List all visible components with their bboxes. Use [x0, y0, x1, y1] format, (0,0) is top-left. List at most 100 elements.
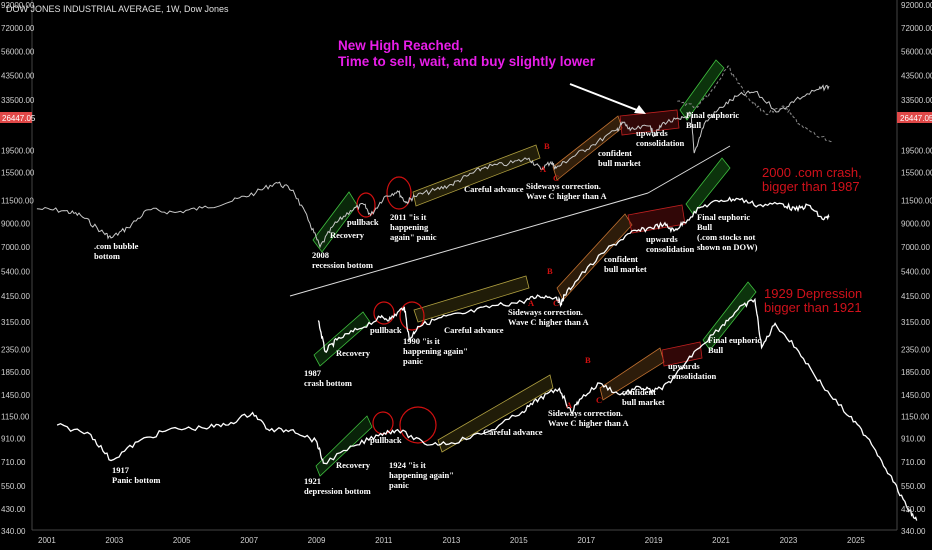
y-tick-left: 340.00: [1, 527, 26, 536]
annot-panic-1917: 1917 Panic bottom: [112, 465, 160, 485]
annot-recovery-top: Recovery: [330, 230, 365, 240]
price-tag-left: [0, 112, 32, 123]
channel-recovery-bot: [315, 415, 373, 477]
series-line-1: [317, 196, 830, 353]
annot-panic-2011: 2011 "is it happening again" panic: [390, 212, 437, 242]
y-tick-right: 7000.00: [901, 243, 930, 252]
x-tick-label: 2015: [510, 536, 528, 545]
x-axis: 2001 2003 2005 2007 2009 2011 2013 2015 2017 2019…: [38, 536, 865, 545]
series-line-0: [36, 84, 830, 249]
y-tick-left: 92000.00: [1, 1, 35, 10]
wave-b-bot: B: [585, 355, 591, 365]
annot-sideways-mid: Sideways correction. Wave C higher than A: [508, 307, 589, 327]
y-tick-right: 430.00: [901, 505, 926, 514]
y-tick-left: 15500.00: [1, 168, 35, 177]
y-tick-left: 19500.00: [1, 147, 35, 156]
x-tick-label: 2001: [38, 536, 56, 545]
annot-panic-1924: 1924 "is it happening again" panic: [389, 460, 454, 490]
forecast-line: [677, 65, 833, 143]
y-tick-right: 4150.00: [901, 292, 930, 301]
circle-panic-mid: [399, 301, 425, 331]
wave-a-mid: A: [528, 298, 535, 308]
x-tick-label: 2011: [375, 536, 393, 545]
annot-depression-1921: 1921 depression bottom: [304, 476, 371, 496]
annot-careful-bot: Careful advance: [483, 427, 543, 437]
y-tick-right: 15500.00: [901, 168, 932, 177]
wave-a-bot: A: [566, 400, 573, 410]
y-tick-right: 550.00: [901, 482, 926, 491]
annot-euphoric-bot: Final euphoric Bull: [708, 335, 761, 355]
circle-panic-top: [386, 176, 412, 210]
series-line-2: [56, 297, 918, 521]
y-tick-right: 11500.00: [901, 196, 932, 205]
annot-upwards-top: upwards consolidation: [636, 128, 684, 148]
y-tick-left: 2350.00: [1, 345, 30, 354]
y-tick-right: 19500.00: [901, 147, 932, 156]
annot-pullback-mid: pullback: [370, 325, 402, 335]
long-trendline-1: [289, 192, 649, 297]
y-tick-left: 430.00: [1, 505, 26, 514]
annot-sideways-top: Sideways correction. Wave C higher than A: [526, 181, 607, 201]
channel-euphoric-top: [679, 59, 725, 121]
annot-recovery-mid: Recovery: [336, 348, 371, 358]
annot-new-high: New High Reached, Time to sell, wait, and…: [338, 38, 596, 69]
wave-c-top: C: [553, 173, 559, 183]
y-tick-right: 9000.00: [901, 219, 930, 228]
annot-upwards-mid: upwards consolidation: [646, 234, 694, 254]
y-tick-left: 4150.00: [1, 292, 30, 301]
circle-pullback-mid: [373, 301, 395, 325]
long-trendline-2: [647, 145, 731, 194]
y-axis-right: 92000.00 72000.00 56000.00 43500.00 33500.00…: [901, 1, 932, 536]
annot-recovery-bot: Recovery: [336, 460, 371, 470]
channel-careful-bot: [437, 374, 554, 453]
y-tick-right: 92000.00: [901, 1, 932, 10]
y-tick-right: 43500.00: [901, 71, 932, 80]
y-tick-left: 56000.00: [1, 48, 35, 57]
channel-careful-top: [412, 144, 541, 207]
wave-c-mid: C: [553, 298, 559, 308]
channel-confident-bot: [599, 347, 665, 401]
x-tick-label: 2013: [443, 536, 461, 545]
annot-confident-top: confident bull market: [598, 148, 641, 168]
annotations: New High Reached, Time to sell, wait, and…: [94, 38, 862, 496]
channel-euphoric-bot: [702, 281, 757, 351]
y-tick-left: 1150.00: [1, 413, 30, 422]
y-tick-right: 72000.00: [901, 24, 932, 33]
price-tag-left-text: 26447.05: [2, 114, 36, 123]
channel-careful-mid: [413, 275, 530, 323]
y-tick-left: 910.00: [1, 435, 26, 444]
annot-confident-bot: confident bull market: [622, 387, 665, 407]
chart-title: DOW JONES INDUSTRIAL AVERAGE, 1W, Dow Jo…: [6, 4, 229, 14]
channel-upwards-bot: [661, 341, 703, 367]
x-tick-label: 2009: [308, 536, 326, 545]
y-tick-right: 1150.00: [901, 413, 930, 422]
y-tick-left: 9000.00: [1, 219, 30, 228]
wave-b-top: B: [544, 141, 550, 151]
y-tick-right: 5400.00: [901, 267, 930, 276]
y-tick-right: 1450.00: [901, 391, 930, 400]
y-tick-left: 7000.00: [1, 243, 30, 252]
y-tick-left: 550.00: [1, 482, 26, 491]
channel-recovery-mid: [313, 311, 371, 367]
price-tag-right-text: 26447.05: [900, 114, 932, 123]
annot-crash-2000: 2000 .com crash, bigger than 1987: [762, 165, 862, 194]
channel-euphoric-mid: [685, 157, 731, 215]
x-tick-label: 2003: [105, 536, 123, 545]
series-layer: [36, 65, 918, 521]
annot-careful-top: Careful advance: [464, 184, 524, 194]
y-tick-right: 3150.00: [901, 318, 930, 327]
annot-sideways-bot: Sideways correction. Wave C higher than A: [548, 408, 629, 428]
annot-upwards-bot: upwards consolidation: [668, 361, 716, 381]
y-tick-right: 910.00: [901, 435, 926, 444]
annot-recession-2008: 2008 recession bottom: [312, 250, 373, 270]
annot-panic-1990: 1990 "is it happening again" panic: [403, 336, 468, 366]
price-tag-right: [897, 112, 932, 123]
wave-b-mid: B: [547, 266, 553, 276]
y-tick-left: 710.00: [1, 458, 26, 467]
annot-depression-1929: 1929 Depression bigger than 1921: [764, 286, 862, 315]
annot-pullback-top: pullback: [347, 217, 379, 227]
y-tick-left: 72000.00: [1, 24, 35, 33]
channel-upwards-mid: [627, 204, 686, 234]
